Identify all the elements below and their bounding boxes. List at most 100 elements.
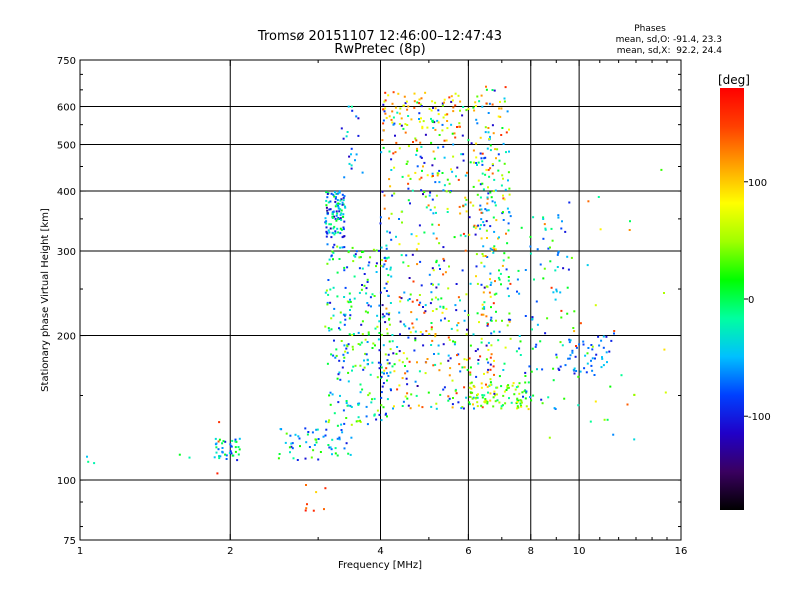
scatter-point <box>343 266 346 269</box>
scatter-point <box>509 318 512 321</box>
scatter-point <box>328 329 331 332</box>
scatter-point <box>463 366 466 369</box>
scatter-point <box>660 168 663 171</box>
scatter-point <box>386 362 389 365</box>
scatter-point <box>360 323 363 326</box>
scatter-point <box>455 283 458 285</box>
scatter-point <box>352 333 355 335</box>
scatter-point <box>462 159 465 162</box>
scatter-point <box>419 103 422 106</box>
scatter-point <box>406 397 409 400</box>
scatter-point <box>407 145 410 148</box>
scatter-point <box>424 133 427 136</box>
scatter-point <box>338 436 341 439</box>
scatter-point <box>457 322 460 324</box>
scatter-point <box>382 119 385 122</box>
scatter-point <box>377 249 380 252</box>
scatter-point <box>568 201 571 204</box>
scatter-point <box>388 312 391 315</box>
scatter-point <box>489 399 492 402</box>
scatter-point <box>495 319 497 322</box>
scatter-point <box>447 395 450 398</box>
scatter-point <box>393 370 396 373</box>
scatter-point <box>549 246 551 249</box>
scatter-point <box>335 192 338 195</box>
scatter-point <box>339 246 342 249</box>
scatter-point <box>345 442 348 445</box>
scatter-point <box>469 382 472 385</box>
scatter-point <box>343 195 346 198</box>
scatter-point <box>454 341 457 344</box>
scatter-point <box>490 332 493 335</box>
scatter-point <box>569 354 572 357</box>
scatter-point <box>292 457 295 460</box>
scatter-point <box>489 284 492 286</box>
scatter-point <box>419 155 422 158</box>
scatter-point <box>393 363 396 366</box>
scatter-point <box>411 253 414 256</box>
scatter-point <box>329 446 332 449</box>
scatter-point <box>507 256 510 259</box>
scatter-point <box>366 341 369 343</box>
scatter-point <box>437 113 440 116</box>
scatter-point <box>443 98 446 101</box>
scatter-point <box>458 205 461 208</box>
scatter-point <box>488 175 491 178</box>
scatter-point <box>525 390 528 393</box>
scatter-point <box>474 227 477 230</box>
scatter-point <box>419 331 422 333</box>
scatter-point <box>492 302 495 305</box>
scatter-point <box>489 167 492 170</box>
scatter-point <box>416 101 419 104</box>
scatter-point <box>416 149 419 152</box>
scatter-point <box>426 358 429 360</box>
scatter-point <box>414 337 417 340</box>
scatter-point <box>230 445 233 448</box>
scatter-point <box>608 350 611 353</box>
scatter-point <box>492 365 495 368</box>
scatter-point <box>488 102 491 105</box>
scatter-point <box>471 391 474 394</box>
scatter-point <box>404 365 406 367</box>
scatter-point <box>361 267 364 270</box>
scatter-point <box>507 384 510 387</box>
scatter-point <box>412 280 415 283</box>
scatter-point <box>381 371 384 374</box>
scatter-point <box>414 380 417 383</box>
scatter-point <box>407 187 410 190</box>
scatter-point <box>380 259 383 262</box>
scatter-point <box>351 109 354 112</box>
scatter-point <box>324 221 327 224</box>
scatter-point <box>371 398 373 401</box>
grid-lines <box>80 60 681 540</box>
scatter-point <box>296 459 299 461</box>
scatter-point <box>299 445 301 448</box>
scatter-point <box>477 359 480 361</box>
scatter-point <box>343 246 346 249</box>
scatter-point <box>451 170 454 173</box>
scatter-point <box>406 108 409 111</box>
scatter-point <box>583 367 586 370</box>
scatter-point <box>415 318 418 321</box>
scatter-point <box>432 212 435 215</box>
scatter-point <box>481 172 484 175</box>
scatter-point <box>347 105 350 108</box>
scatter-point <box>354 253 357 256</box>
scatter-point <box>439 362 442 365</box>
scatter-point <box>490 281 493 284</box>
scatter-point <box>474 101 477 104</box>
scatter-point <box>445 139 448 142</box>
scatter-point <box>595 353 598 356</box>
scatter-point <box>483 372 485 375</box>
scatter-point <box>385 244 388 247</box>
scatter-point <box>437 146 440 149</box>
scatter-point <box>449 191 452 194</box>
scatter-point <box>407 199 410 202</box>
scatter-point <box>289 434 292 437</box>
scatter-point <box>327 279 330 281</box>
scatter-point <box>363 273 366 275</box>
scatter-point <box>333 215 336 218</box>
scatter-point <box>390 169 393 171</box>
scatter-point <box>403 323 406 326</box>
scatter-point <box>406 160 409 163</box>
